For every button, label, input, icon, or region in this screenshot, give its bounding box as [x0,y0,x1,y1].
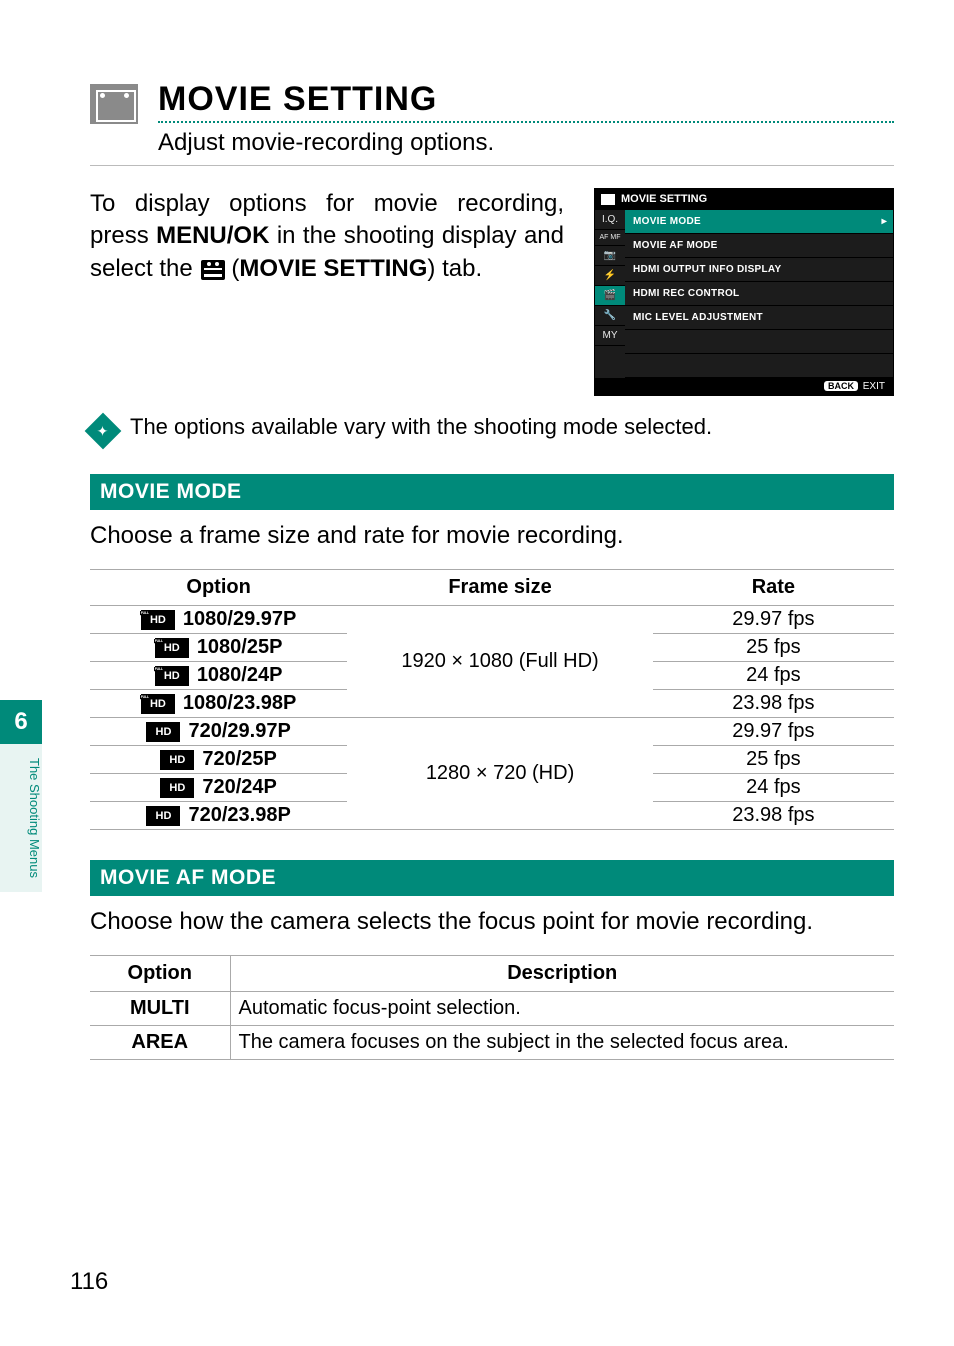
option-cell: HD 720/23.98P [90,802,347,830]
note-row: ✦ The options available vary with the sh… [90,414,894,444]
th-description: Description [230,956,894,992]
hd-badge-icon: HD [146,806,180,826]
camera-menu-title: MOVIE SETTING [621,193,707,205]
rate-cell: 29.97 fps [653,606,894,634]
option-cell: HD 720/24P [90,774,347,802]
option-cell: HD 720/25P [90,746,347,774]
option-label: 720/29.97P [188,720,290,743]
af-option-multi: MULTI [90,992,230,1026]
divider [90,165,894,166]
movie-mode-desc: Choose a frame size and rate for movie r… [90,520,894,551]
menu-item-hdmi-rec: HDMI REC CONTROL [625,282,893,306]
camera-menu-side-tabs: I.Q. AF MF 📷 ⚡ 🎬 🔧 MY [595,210,625,378]
page-number: 116 [70,1268,108,1296]
option-cell: HD 1080/23.98P [90,690,347,718]
side-tab-camera-icon: 📷 [595,246,625,266]
option-cell: HD 720/29.97P [90,718,347,746]
rate-cell: 23.98 fps [653,690,894,718]
rate-cell: 24 fps [653,774,894,802]
rate-cell: 29.97 fps [653,718,894,746]
menu-item-mic-level: MIC LEVEL ADJUSTMENT [625,306,893,330]
menu-blank [625,354,893,378]
exit-label: EXIT [863,381,885,392]
option-label: 1080/25P [197,636,283,659]
af-desc-multi: Automatic focus-point selection. [230,992,894,1026]
movie-mode-header: MOVIE MODE [90,474,894,510]
full-hd-badge-icon: HD [141,694,175,714]
note-icon: ✦ [85,413,122,450]
side-tab-afmf: AF MF [595,230,625,246]
side-tab-my: MY [595,326,625,346]
af-option-area: AREA [90,1026,230,1060]
hd-badge-icon: HD [146,722,180,742]
movie-tab-icon [201,260,225,280]
rate-cell: 23.98 fps [653,802,894,830]
section-subtitle: Adjust movie-recording options. [158,129,894,157]
option-label: 1080/29.97P [183,608,296,631]
option-label: 720/24P [202,776,277,799]
chapter-number: 6 [0,700,42,744]
hd-badge-icon: HD [160,750,194,770]
option-label: 1080/23.98P [183,692,296,715]
side-tab-flash-icon: ⚡ [595,266,625,286]
full-hd-badge-icon: HD [155,666,189,686]
movie-af-mode-header: MOVIE AF MODE [90,860,894,896]
option-label: 720/25P [202,748,277,771]
movie-mode-table: Option Frame size Rate HD 1080/29.97P 1920… [90,569,894,830]
option-cell: HD 1080/29.97P [90,606,347,634]
movie-menu-header-icon [601,194,615,205]
dotted-rule [158,121,894,123]
full-hd-badge-icon: HD [155,638,189,658]
menu-item-movie-af-mode: MOVIE AF MODE [625,234,893,258]
camera-menu-list: MOVIE MODE MOVIE AF MODE HDMI OUTPUT INF… [625,210,893,378]
movie-setting-icon [90,84,138,124]
camera-menu-footer: BACK EXIT [595,378,893,395]
th-rate: Rate [653,570,894,606]
side-tab-iq: I.Q. [595,210,625,230]
section-title: MOVIE SETTING [158,80,894,119]
menu-item-hdmi-output: HDMI OUTPUT INFO DISPLAY [625,258,893,282]
th-option: Option [90,570,347,606]
section-header: MOVIE SETTING Adjust movie-recording opt… [90,80,894,157]
option-label: 1080/24P [197,664,283,687]
rate-cell: 24 fps [653,662,894,690]
camera-menu-screenshot: MOVIE SETTING I.Q. AF MF 📷 ⚡ 🎬 🔧 MY MOVI… [594,188,894,396]
side-tab-movie-icon: 🎬 [595,286,625,306]
side-tab-wrench-icon: 🔧 [595,306,625,326]
th-option: Option [90,956,230,992]
th-frame-size: Frame size [347,570,653,606]
option-label: 720/23.98P [188,804,290,827]
menu-item-movie-mode: MOVIE MODE [625,210,893,234]
hd-badge-icon: HD [160,778,194,798]
note-text: The options available vary with the shoo… [130,414,712,440]
af-desc-area: The camera focuses on the subject in the… [230,1026,894,1060]
rate-cell: 25 fps [653,746,894,774]
frame-size-cell: 1280 × 720 (HD) [347,718,653,830]
rate-cell: 25 fps [653,634,894,662]
chapter-label: The Shooting Menus [0,744,42,892]
option-cell: HD 1080/24P [90,662,347,690]
frame-size-cell: 1920 × 1080 (Full HD) [347,606,653,718]
intro-text: To display options for movie recording, … [90,188,564,396]
back-button: BACK [824,381,858,391]
camera-menu-header: MOVIE SETTING [595,189,893,210]
side-tab: 6 The Shooting Menus [0,700,42,892]
option-cell: HD 1080/25P [90,634,347,662]
movie-af-mode-table: Option Description MULTI Automatic focus… [90,955,894,1060]
menu-blank [625,330,893,354]
full-hd-badge-icon: HD [141,610,175,630]
movie-af-mode-desc: Choose how the camera selects the focus … [90,906,894,937]
